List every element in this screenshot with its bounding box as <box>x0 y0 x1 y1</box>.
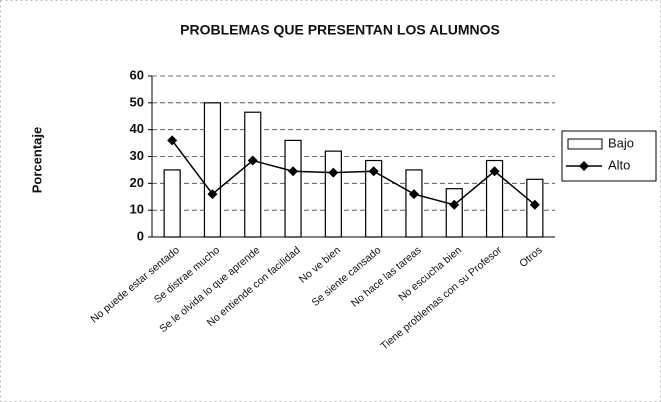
bar <box>365 159 383 238</box>
legend-swatch <box>567 138 603 150</box>
line <box>171 139 536 206</box>
bar <box>244 111 262 238</box>
y-tick-label: 0 <box>137 228 144 243</box>
x-tick-label: Se siente cansado <box>309 244 383 309</box>
chart-title: PROBLEMAS QUE PRESENTAN LOS ALUMNOS <box>180 22 500 38</box>
legend-label: Bajo <box>608 135 634 150</box>
y-tick-label: 20 <box>130 175 144 190</box>
bar <box>485 159 504 238</box>
line-marker <box>489 166 500 177</box>
bar <box>163 169 181 238</box>
y-axis-label: Porcentaje <box>29 127 44 193</box>
legend-marker <box>579 161 589 171</box>
y-tick-label: 10 <box>130 202 144 217</box>
y-tick-label: 50 <box>130 94 144 109</box>
y-tick-label: 60 <box>130 67 144 82</box>
bar <box>203 102 222 238</box>
line-marker <box>408 189 419 200</box>
x-tick-label: No hace las tareas <box>349 244 424 309</box>
line-marker <box>449 199 460 210</box>
y-tick-label: 40 <box>130 121 144 136</box>
line-marker <box>167 135 178 146</box>
legend-label: Alto <box>608 157 630 172</box>
bar <box>324 150 342 238</box>
line-marker <box>368 166 379 177</box>
bar <box>284 139 302 238</box>
bar <box>405 169 423 238</box>
y-tick-label: 30 <box>130 148 144 163</box>
bar <box>445 188 463 238</box>
x-tick-label: Otros <box>517 244 544 270</box>
line-marker <box>288 166 299 177</box>
line-marker <box>207 189 218 200</box>
line-marker <box>529 199 540 210</box>
line-marker <box>247 155 258 166</box>
line-marker <box>328 167 339 178</box>
